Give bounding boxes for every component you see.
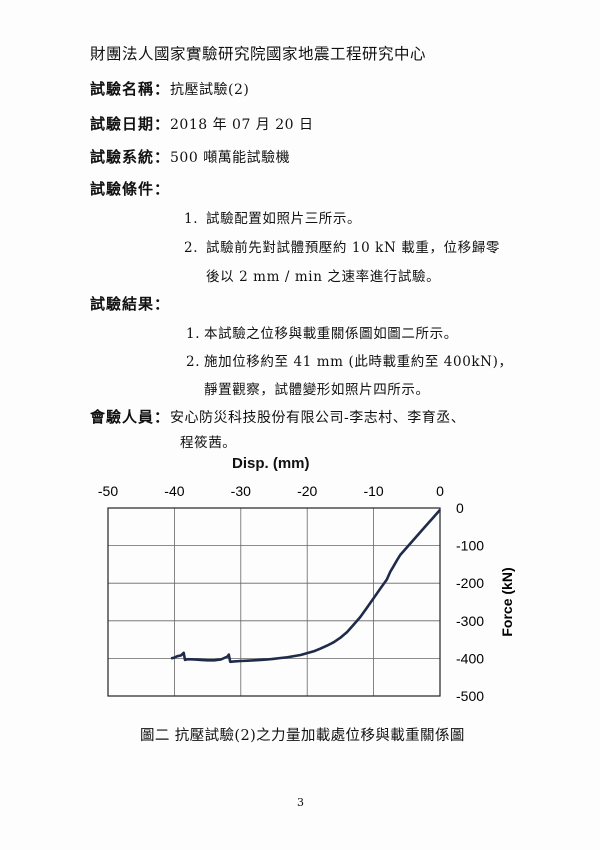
test-system-value: 500 噸萬能試驗機 xyxy=(170,150,291,166)
y-tick-label: 0 xyxy=(456,500,464,516)
chart-grid xyxy=(107,507,441,697)
test-results-label: 試驗結果： xyxy=(90,295,171,313)
condition-item-1: 1. 試驗配置如照片三所示。 xyxy=(184,207,361,227)
y-tick-labels: 0 -100 -200 -300 -400 -500 xyxy=(456,500,484,704)
result-item-2: 2. 施加位移約至 41 mm (此時載重約至 400kN)， xyxy=(186,350,513,370)
x-axis-label: Disp. (mm) xyxy=(232,455,310,472)
y-tick-label: -500 xyxy=(456,688,484,704)
condition-item-2-text: 試驗前先對試體預壓約 10 kN 載重，位移歸零 xyxy=(206,240,500,256)
result-item-1-text: 本試驗之位移與載重關係圖如圖二所示。 xyxy=(204,326,458,342)
plot-frame xyxy=(107,507,441,697)
test-name-row: 試驗名稱：抗壓試驗(2) xyxy=(90,78,249,99)
y-tick-label: -300 xyxy=(456,613,484,629)
x-tick-labels: -50 -40 -30 -20 -10 0 xyxy=(98,483,444,499)
test-name-value: 抗壓試驗(2) xyxy=(170,82,250,98)
witnesses-line2: 程筱茜。 xyxy=(180,435,237,451)
result-item-1-num: 1. xyxy=(186,326,201,342)
x-tick-label: -50 xyxy=(98,483,118,499)
witnesses-line1: 安心防災科技股份有限公司-李志村、李育丞、 xyxy=(170,410,466,426)
x-tick-label: -40 xyxy=(164,483,184,499)
force-displacement-curve xyxy=(170,509,441,664)
condition-item-1-text: 試驗配置如照片三所示。 xyxy=(206,211,362,227)
x-tick-label: -20 xyxy=(297,483,317,499)
condition-item-2-cont: 後以 2 mm / min 之速率進行試驗。 xyxy=(206,265,440,285)
organization-header: 財團法人國家實驗研究院國家地震工程研究中心 xyxy=(90,45,427,63)
result-item-2-text: 施加位移約至 41 mm (此時載重約至 400kN)， xyxy=(204,354,513,370)
witnesses-label: 會驗人員： xyxy=(90,408,171,426)
test-date-row: 試驗日期：2018 年 07 月 20 日 xyxy=(90,113,314,134)
result-item-2-cont: 靜置觀察，試體變形如照片四所示。 xyxy=(204,378,430,398)
condition-item-2-cont-text: 後以 2 mm / min 之速率進行試驗。 xyxy=(206,269,441,285)
x-tick-label: 0 xyxy=(436,483,444,499)
y-axis-label: Force (kN) xyxy=(499,567,515,636)
test-date-label: 試驗日期： xyxy=(90,115,171,133)
test-system-label: 試驗系統： xyxy=(90,148,171,166)
condition-item-2-num: 2. xyxy=(184,240,199,256)
y-tick-label: -200 xyxy=(456,575,484,591)
y-tick-label: -400 xyxy=(456,650,484,666)
x-tick-label: -10 xyxy=(363,483,383,499)
witnesses-row: 會驗人員：安心防災科技股份有限公司-李志村、李育丞、 xyxy=(90,406,465,427)
figure-caption: 圖二 抗壓試驗(2)之力量加載處位移與載重關係圖 xyxy=(140,728,465,744)
x-tick-label: -30 xyxy=(231,483,251,499)
test-system-row: 試驗系統：500 噸萬能試驗機 xyxy=(90,146,290,167)
test-name-label: 試驗名稱： xyxy=(90,80,171,98)
test-conditions-row: 試驗條件： xyxy=(90,178,170,199)
y-tick-label: -100 xyxy=(456,538,484,554)
test-date-value: 2018 年 07 月 20 日 xyxy=(170,117,314,133)
result-item-2-cont-text: 靜置觀察，試體變形如照片四所示。 xyxy=(204,382,430,398)
result-item-2-num: 2. xyxy=(186,354,201,370)
result-item-1: 1. 本試驗之位移與載重關係圖如圖二所示。 xyxy=(186,322,458,342)
test-conditions-label: 試驗條件： xyxy=(90,180,171,198)
test-results-row: 試驗結果： xyxy=(90,293,170,314)
condition-item-2: 2. 試驗前先對試體預壓約 10 kN 載重，位移歸零 xyxy=(184,236,500,256)
page-number: 3 xyxy=(297,796,304,809)
condition-item-1-num: 1. xyxy=(184,211,199,227)
